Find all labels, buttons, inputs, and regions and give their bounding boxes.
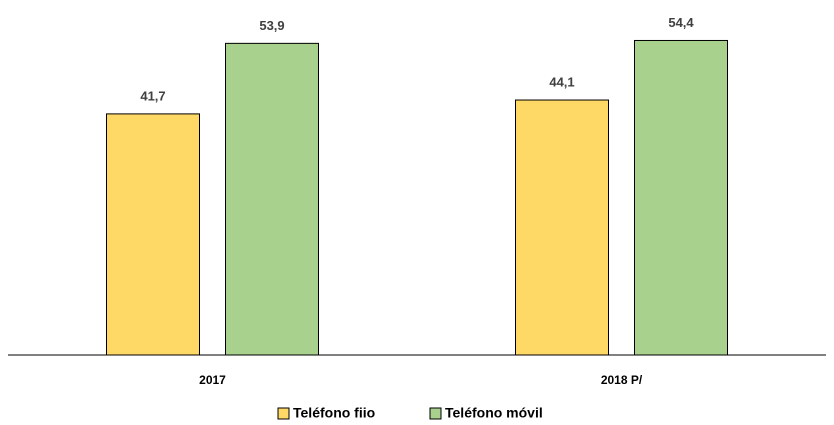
data-label: 44,1 [549,74,574,89]
legend-swatch [277,407,290,420]
x-tick-label: 2017 [199,373,226,387]
legend-swatch [429,407,442,420]
data-label: 41,7 [140,88,165,103]
bar [225,42,319,356]
bar [106,113,200,356]
data-label: 54,4 [668,15,694,30]
bar [515,99,609,356]
legend-label: Teléfono móvil [445,405,543,421]
legend-label: Teléfono fiio [293,405,375,421]
bar [634,39,728,356]
x-tick-label: 2018 P/ [601,373,643,387]
data-label: 53,9 [259,18,284,33]
